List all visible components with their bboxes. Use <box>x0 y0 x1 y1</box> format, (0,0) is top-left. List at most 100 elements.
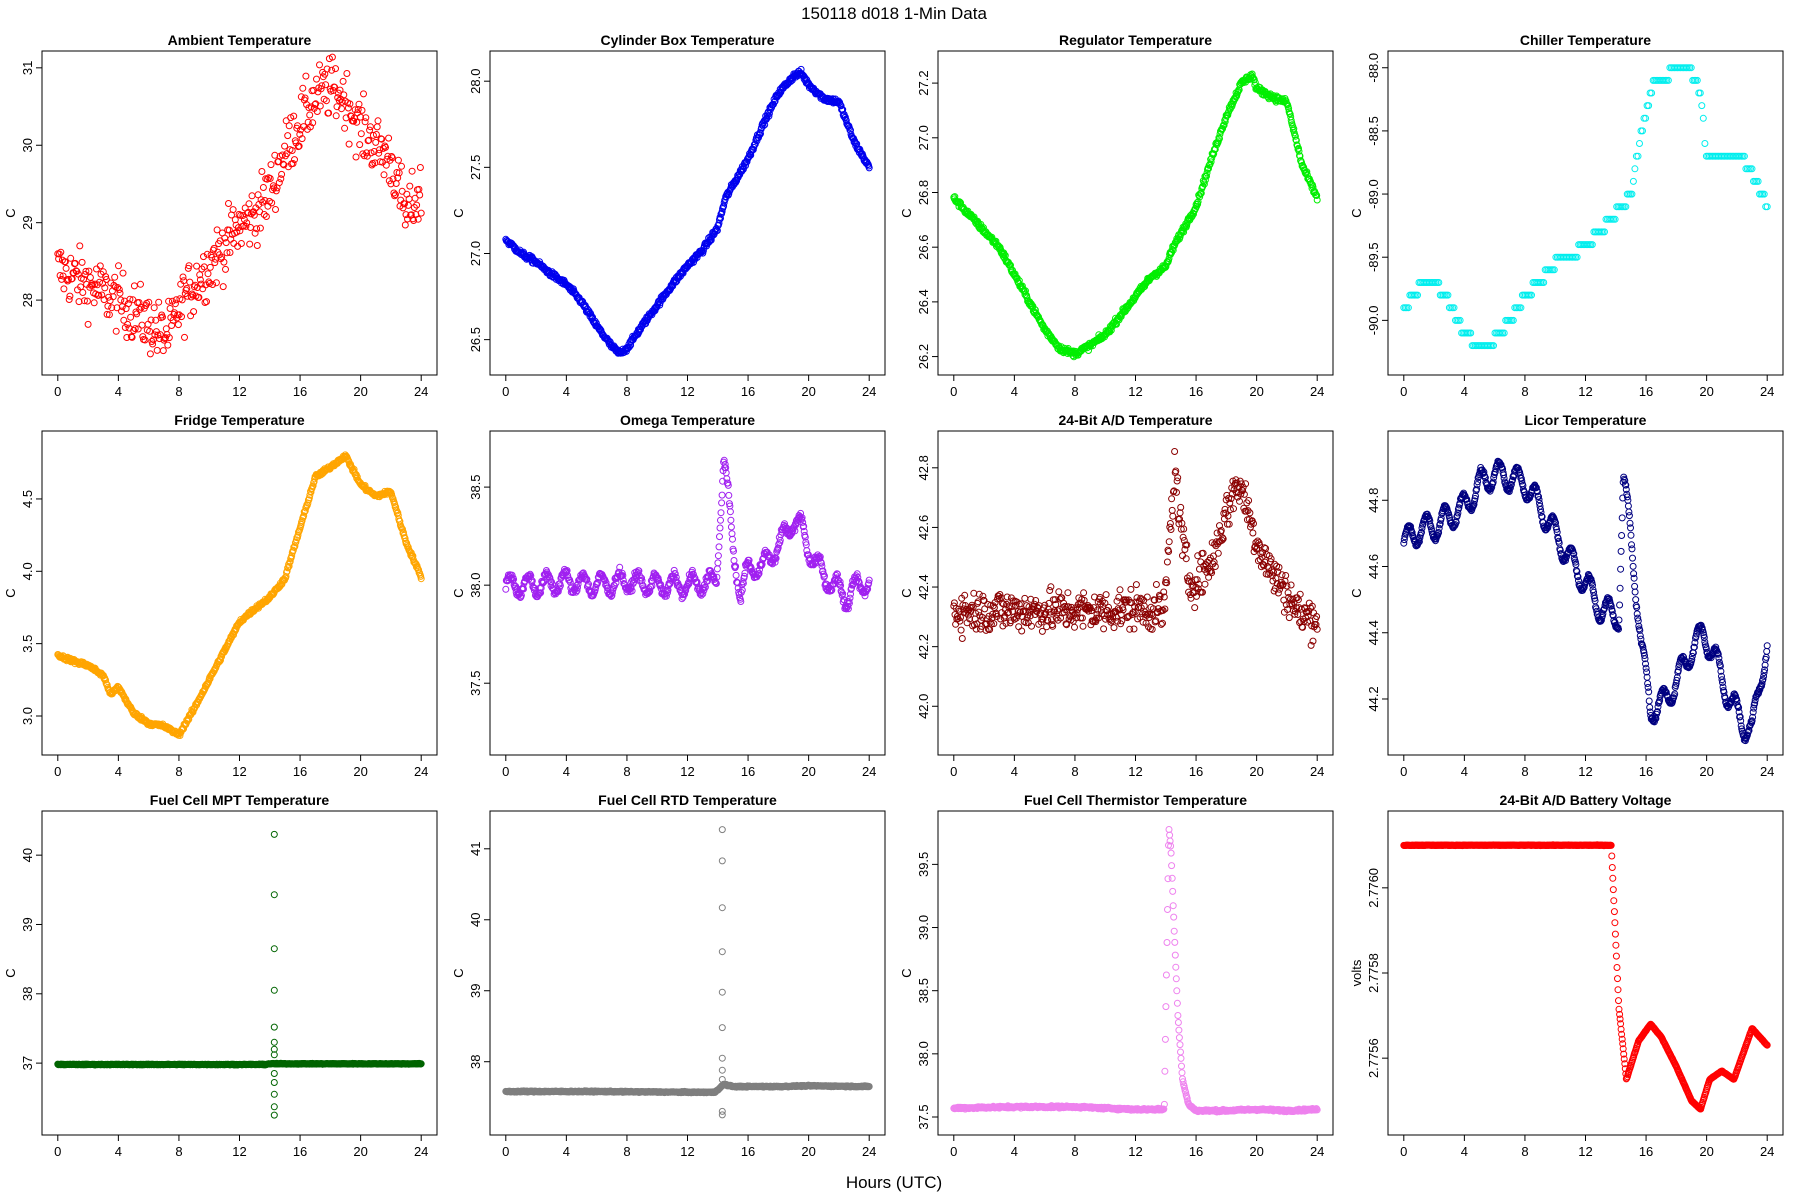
data-point <box>1616 584 1624 592</box>
data-point <box>256 224 264 232</box>
data-point <box>714 559 722 567</box>
data-point <box>319 68 327 76</box>
data-point <box>376 146 383 154</box>
data-point <box>394 174 402 182</box>
data-point <box>120 316 128 324</box>
data-point <box>67 254 75 262</box>
data-point <box>970 589 978 597</box>
data-point <box>975 590 983 598</box>
data-point <box>1618 532 1626 539</box>
data-point <box>388 154 396 162</box>
panel-title: Chiller Temperature <box>1520 32 1651 48</box>
data-point <box>156 331 164 339</box>
data-point <box>206 263 214 271</box>
data-point <box>149 340 157 348</box>
data-point <box>1169 512 1177 520</box>
data-point <box>281 142 289 150</box>
x-tick-label: 16 <box>1639 384 1653 399</box>
data-point <box>198 265 206 273</box>
data-point <box>114 284 122 291</box>
data-point <box>175 311 183 319</box>
x-tick-label: 16 <box>1639 764 1653 779</box>
data-point <box>1021 594 1029 602</box>
x-tick-label: 16 <box>293 384 307 399</box>
y-tick-label: -90.0 <box>1366 306 1381 336</box>
data-point <box>1698 102 1706 110</box>
y-tick-label: 44.8 <box>1366 488 1381 513</box>
data-point <box>340 91 348 99</box>
y-tick-label: 42.4 <box>916 574 931 599</box>
data-point <box>275 179 283 187</box>
y-tick-label: 44.4 <box>1366 620 1381 645</box>
data-point <box>317 85 325 93</box>
data-point <box>146 350 154 358</box>
panel-title: Cylinder Box Temperature <box>600 32 774 48</box>
data-point <box>414 215 422 223</box>
x-tick-label: 4 <box>1011 764 1018 779</box>
data-point <box>119 269 127 277</box>
y-tick-label: 30 <box>20 138 35 152</box>
data-point <box>332 112 340 120</box>
data-point <box>1102 591 1110 599</box>
x-tick-label: 12 <box>232 764 246 779</box>
data-point <box>56 272 64 279</box>
data-point <box>395 169 403 177</box>
data-point <box>215 251 223 259</box>
data-point <box>1214 549 1222 557</box>
x-tick-label: 0 <box>502 764 509 779</box>
y-tick-label: 26.6 <box>916 235 931 260</box>
data-point <box>258 168 266 175</box>
data-point <box>185 262 193 270</box>
data-point <box>245 200 253 208</box>
data-point <box>226 249 234 256</box>
data-point <box>306 111 314 119</box>
plot-frame <box>41 430 438 756</box>
data-point <box>267 161 275 169</box>
data-point <box>212 279 220 287</box>
data-point <box>80 297 88 305</box>
data-point <box>353 118 361 126</box>
data-point <box>262 213 270 220</box>
x-tick-label: 24 <box>862 764 876 779</box>
y-tick-label: 26.5 <box>468 327 483 352</box>
data-point <box>714 552 722 560</box>
data-point <box>350 117 358 125</box>
data-points <box>1400 457 1771 745</box>
data-point <box>178 313 185 321</box>
data-point <box>166 305 174 312</box>
data-point <box>355 100 363 108</box>
data-point <box>1127 585 1135 593</box>
data-point <box>1130 625 1138 633</box>
data-point <box>187 312 195 320</box>
data-point <box>102 276 110 283</box>
data-point <box>1116 586 1124 594</box>
data-point <box>341 124 349 132</box>
y-tick-label: 29 <box>20 215 35 229</box>
data-point <box>1631 165 1639 173</box>
data-point <box>1617 565 1625 573</box>
data-point <box>82 267 90 275</box>
data-point <box>278 151 286 159</box>
data-point <box>1064 589 1072 597</box>
data-point <box>374 117 382 125</box>
y-tick-label: 4.5 <box>20 490 35 508</box>
data-point <box>201 299 209 306</box>
x-tick-label: 20 <box>353 384 367 399</box>
data-points <box>1400 64 1771 350</box>
data-point <box>285 122 293 130</box>
data-point <box>747 151 755 159</box>
data-point <box>219 283 227 291</box>
data-point <box>195 293 203 301</box>
data-point <box>713 227 721 234</box>
data-point <box>1701 140 1709 147</box>
data-point <box>1110 624 1118 632</box>
data-point <box>190 308 198 316</box>
data-point <box>1624 496 1632 504</box>
data-point <box>765 112 773 120</box>
data-point <box>391 191 399 199</box>
data-point <box>263 175 271 183</box>
data-point <box>726 508 734 516</box>
data-point <box>272 187 280 195</box>
data-point <box>138 321 146 329</box>
